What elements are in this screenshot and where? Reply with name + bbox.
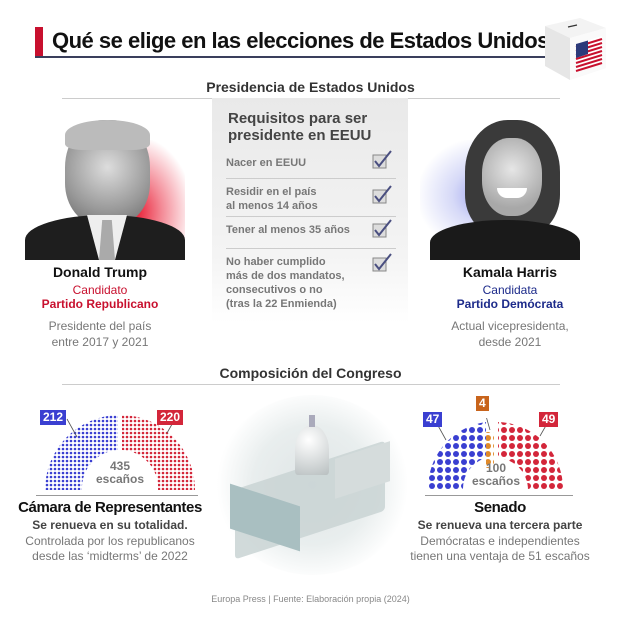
seats-label: escaños [95, 472, 145, 486]
candidate-role-harris: Candidata [482, 283, 538, 297]
title-accent-bar [35, 27, 43, 56]
desc-line: Controlada por los republicanos [25, 534, 195, 548]
candidate-party-harris: Partido Demócrata [456, 297, 564, 311]
senate-sub: Se renueva una tercera parte [417, 518, 583, 532]
house-rep-badge: 220 [157, 410, 184, 425]
page-title: Qué se elige en las elecciones de Estado… [52, 28, 549, 53]
requirement-item: Tener al menos 35 años [226, 216, 396, 248]
divider [62, 384, 560, 385]
checkbox-checked-icon [372, 219, 392, 238]
harris-photo [420, 120, 585, 260]
seats-number: 100 [485, 461, 507, 475]
desc-line: tienen una ventaja de 51 escaños [410, 549, 590, 563]
house-sub: Se renueva en su totalidad. [32, 518, 188, 532]
section-title-congress: Composición del Congreso [219, 365, 402, 381]
footer-credit: Europa Press | Fuente: Elaboración propi… [211, 594, 410, 604]
section-title-presidency: Presidencia de Estados Unidos [206, 79, 415, 95]
desc-line: entre 2017 y 2021 [51, 335, 149, 349]
trump-photo [25, 120, 185, 260]
house-dem-badge: 212 [40, 410, 67, 425]
ballot-box-us-flag-icon [545, 18, 606, 80]
house-desc: Controlada por los republicanos desde la… [10, 534, 210, 564]
divider [36, 495, 198, 496]
senate-dem-badge: 47 [423, 412, 443, 427]
checkbox-checked-icon [372, 150, 392, 169]
capitol-building-image [215, 395, 410, 575]
requirements-box: Requisitos para ser presidente en EEUU Na… [212, 98, 408, 323]
senate-desc: Demócratas e independientes tienen una v… [400, 534, 600, 564]
desc-line: Presidente del país [48, 319, 152, 333]
requirement-item: No haber cumplido más de dos mandatos, con… [226, 248, 396, 318]
requirement-item: Residir en el país al menos 14 años [226, 178, 396, 216]
candidate-party-trump: Partido Republicano [41, 297, 159, 311]
desc-line: desde 2021 [478, 335, 542, 349]
candidate-name-trump: Donald Trump [52, 264, 148, 280]
seats-number: 435 [109, 459, 131, 473]
senate-hemicycle-chart [428, 418, 563, 490]
checkbox-checked-icon [372, 253, 392, 272]
divider [425, 495, 573, 496]
requirements-title: Requisitos para ser presidente en EEUU [228, 110, 372, 144]
desc-line: Actual vicepresidenta, [451, 319, 569, 333]
senate-name: Senado [474, 499, 526, 516]
checkbox-checked-icon [372, 185, 392, 204]
house-hemicycle-chart [45, 415, 195, 490]
house-name: Cámara de Representantes [18, 499, 202, 516]
candidate-name-harris: Kamala Harris [462, 264, 558, 280]
house-seats-total: 435 escaños [90, 460, 150, 486]
senate-ind-badge: 4 [476, 396, 489, 411]
senate-rep-badge: 49 [539, 412, 559, 427]
seats-label: escaños [471, 474, 521, 488]
desc-line: Demócratas e independientes [420, 534, 580, 548]
requirement-item: Nacer en EEUU [226, 150, 396, 178]
senate-seats-total: 100 escaños [466, 462, 526, 488]
candidate-role-trump: Candidato [72, 283, 128, 297]
candidate-desc-trump: Presidente del país entre 2017 y 2021 [0, 318, 200, 350]
title-underline [35, 56, 550, 58]
candidate-desc-harris: Actual vicepresidenta, desde 2021 [410, 318, 610, 350]
desc-line: desde las ‘midterms’ de 2022 [32, 549, 188, 563]
